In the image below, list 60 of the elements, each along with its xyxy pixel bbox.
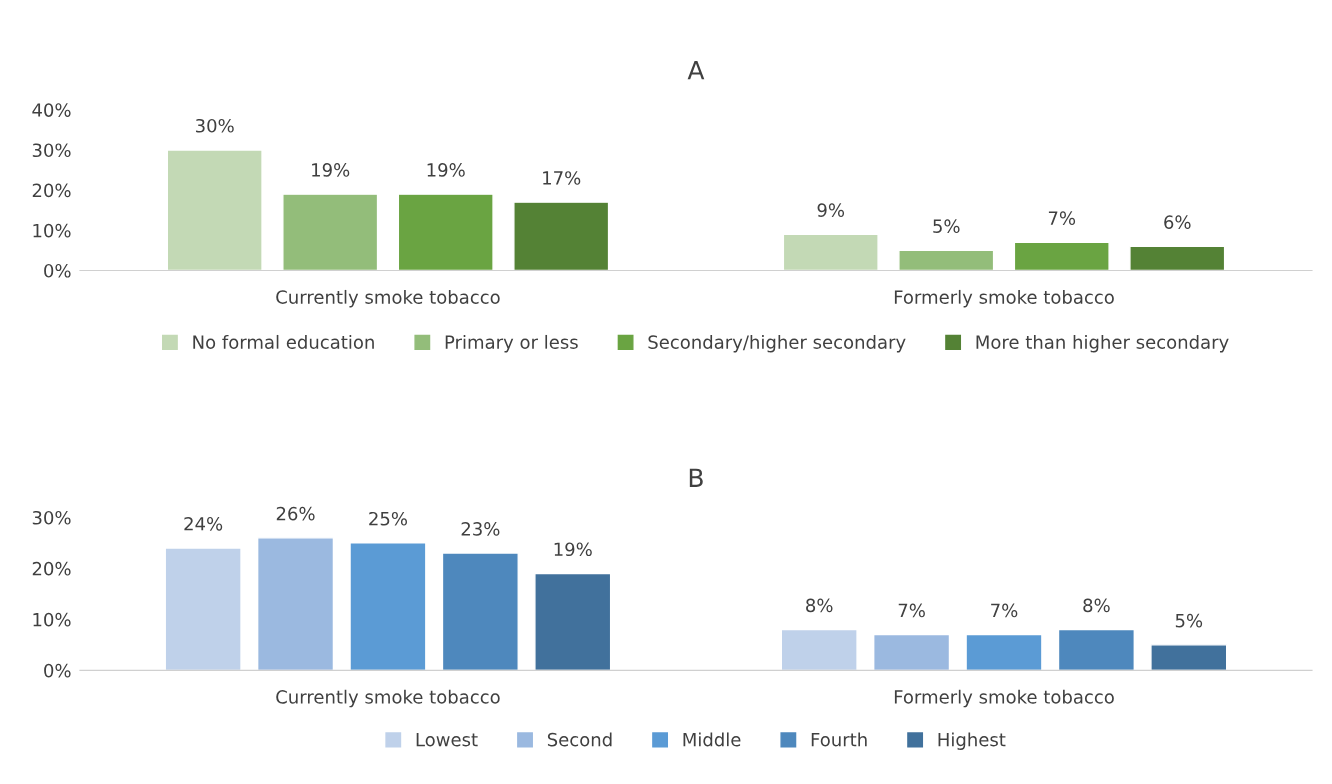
y-tick-label: 10% [33, 612, 71, 627]
bar [1013, 241, 1110, 271]
bar [873, 633, 951, 671]
chart-title: B [689, 468, 703, 487]
data-label: 9% [817, 203, 845, 217]
y-tick-label: 30% [32, 510, 71, 525]
data-label: 30% [195, 118, 234, 133]
bar [164, 547, 242, 671]
data-label: 17% [543, 171, 581, 185]
y-tick-label: 20% [32, 183, 71, 198]
data-label: 6% [1164, 215, 1191, 229]
bar [1129, 245, 1226, 271]
y-tick-label: 30% [32, 143, 71, 158]
data-label: 24% [184, 516, 223, 531]
bar [349, 542, 427, 671]
data-label: 23% [461, 522, 500, 536]
bar [166, 149, 263, 271]
legend-label: Second [547, 732, 612, 747]
bar [513, 201, 610, 271]
x-tick-label: Currently smoke tobacco [276, 289, 500, 308]
x-tick-label: Formerly smoke tobacco [894, 289, 1114, 308]
y-tick-label: 20% [32, 561, 71, 576]
bar [397, 193, 494, 271]
bar [256, 537, 335, 671]
y-tick-label: 0% [44, 663, 71, 678]
data-label: 5% [1175, 613, 1203, 628]
y-tick-label: 0% [44, 263, 71, 278]
x-tick-label: Currently smoke tobacco [276, 689, 500, 708]
data-label: 7% [991, 603, 1018, 618]
data-label: 19% [312, 163, 350, 177]
data-label: 8% [1083, 598, 1110, 613]
bar [898, 249, 995, 271]
legend-label: Middle [683, 732, 741, 747]
legend-label: Fourth [811, 732, 867, 747]
data-label: 19% [427, 163, 465, 177]
data-label: 25% [369, 511, 408, 526]
legend-label: Lowest [416, 732, 478, 747]
bar [441, 552, 519, 671]
bar [1150, 644, 1228, 671]
bar [780, 628, 858, 671]
legend-label: Highest [938, 732, 1006, 750]
bar [1057, 628, 1135, 671]
x-tick-label: Formerly smoke tobacco [894, 689, 1114, 708]
data-label: 19% [554, 542, 592, 557]
data-label: 7% [1048, 211, 1076, 225]
y-tick-label: 40% [32, 103, 71, 117]
chart-title: A [687, 60, 705, 80]
data-label: 5% [933, 219, 960, 233]
legend-label: No formal education [193, 334, 374, 349]
bar [782, 233, 879, 271]
legend-label: More than higher secondary [976, 334, 1229, 353]
bar [282, 193, 379, 271]
y-tick-label: 10% [33, 223, 71, 238]
legend-label: Primary or less [445, 334, 578, 353]
legend-label: Secondary/higher secondary [648, 334, 906, 353]
data-label: 26% [276, 506, 315, 521]
data-label: 7% [898, 603, 925, 618]
bar [965, 633, 1043, 671]
data-label: 8% [806, 598, 833, 613]
bar [534, 572, 612, 671]
